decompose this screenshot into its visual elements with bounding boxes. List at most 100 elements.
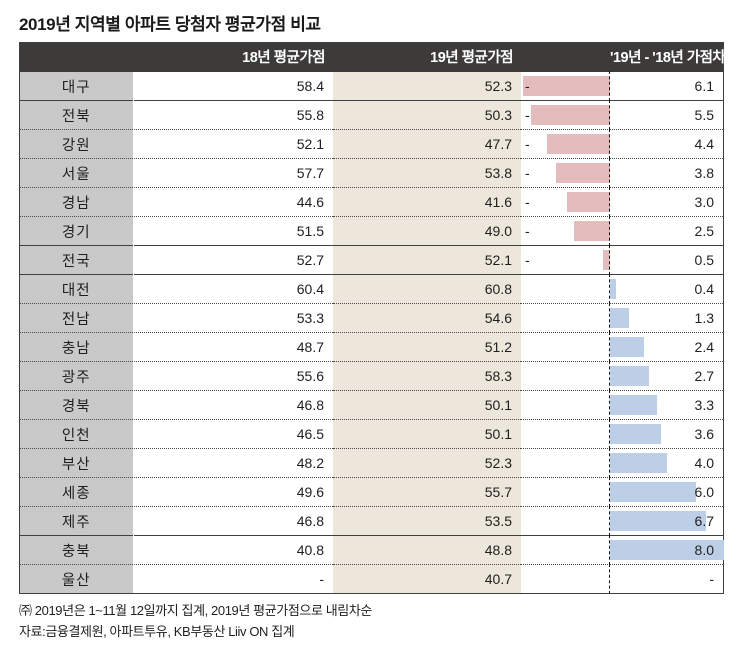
positive-bar: [610, 366, 649, 386]
table-row: 부산 48.2 52.3 4.0: [20, 448, 723, 478]
zero-axis-line: [609, 129, 610, 159]
cell-y19-score: 60.8: [333, 274, 521, 304]
column-header-region: [20, 43, 133, 72]
cell-diff-value: 6.0: [610, 477, 723, 507]
row-region-label: 인천: [20, 419, 134, 449]
cell-diff-value: 2.7: [610, 361, 723, 391]
table-row: 충북 40.8 48.8 8.0: [20, 535, 724, 565]
cell-y18-score: 46.8: [133, 506, 333, 536]
column-header-y19: 19년 평균가점: [333, 43, 521, 72]
negative-bar: [547, 134, 610, 154]
footnote-method: ㈜ 2019년은 1~11월 12일까지 집계, 2019년 평균가점으로 내림…: [19, 603, 372, 618]
zero-axis-line: [609, 216, 610, 246]
positive-bar: [610, 482, 696, 502]
row-region-label: 울산: [20, 564, 134, 593]
cell-y19-score: 52.3: [333, 448, 521, 478]
cell-diff-value: 1.3: [610, 303, 723, 333]
minus-sign-label: -: [525, 136, 530, 152]
cell-diff-bar: -: [521, 187, 610, 217]
positive-bar: [610, 395, 657, 415]
zero-axis-line: [609, 187, 610, 217]
zero-axis-line: [609, 245, 610, 275]
cell-diff-bar: [521, 361, 610, 391]
cell-y19-score: 53.5: [333, 506, 521, 536]
cell-y18-score: 48.7: [133, 332, 333, 362]
minus-sign-label: -: [525, 194, 530, 210]
row-region-label: 충북: [20, 535, 134, 565]
cell-diff-value: 0.5: [610, 245, 723, 275]
zero-axis-line: [609, 303, 610, 333]
table-row: 세종 49.6 55.7 6.0: [20, 477, 723, 507]
negative-bar: [574, 221, 610, 241]
data-table-container: 18년 평균가점 19년 평균가점 '19년 - '18년 가점차 대구 58.4…: [19, 42, 726, 594]
cell-diff-bar: [521, 535, 610, 565]
diff-value-label: 1.3: [694, 310, 714, 326]
zero-axis-line: [609, 477, 610, 507]
column-header-bar: [521, 43, 610, 72]
negative-bar: [531, 105, 610, 125]
diff-value-label: 3.6: [694, 426, 714, 442]
cell-y18-score: 48.2: [133, 448, 333, 478]
cell-diff-bar: [521, 390, 610, 420]
table-row: 광주 55.6 58.3 2.7: [20, 361, 723, 391]
cell-diff-value: 0.4: [610, 274, 723, 304]
zero-axis-line: [609, 158, 610, 188]
row-region-label: 전남: [20, 303, 134, 333]
positive-bar: [610, 308, 629, 328]
row-region-label: 전국: [20, 245, 134, 275]
positive-bar: [610, 337, 644, 357]
cell-y19-score: 52.3: [333, 72, 521, 101]
minus-sign-label: -: [525, 165, 530, 181]
table-row: 경북 46.8 50.1 3.3: [20, 390, 723, 420]
negative-bar: [556, 163, 610, 183]
page-title: 2019년 지역별 아파트 당첨자 평균가점 비교: [19, 15, 321, 34]
cell-y18-score: 53.3: [133, 303, 333, 333]
cell-diff-bar: [521, 303, 610, 333]
cell-diff-value: 2.4: [610, 332, 723, 362]
cell-y19-score: 58.3: [333, 361, 521, 391]
cell-y19-score: 52.1: [333, 245, 521, 275]
cell-y18-score: 52.7: [133, 245, 333, 275]
table-header: 18년 평균가점 19년 평균가점 '19년 - '18년 가점차: [20, 43, 726, 72]
table-row: 대전 60.4 60.8 0.4: [20, 274, 723, 304]
minus-sign-label: -: [525, 78, 530, 94]
zero-axis-line: [609, 419, 610, 449]
cell-y18-score: 52.1: [133, 129, 333, 159]
cell-diff-bar: -: [521, 158, 610, 188]
row-region-label: 제주: [20, 506, 134, 536]
zero-axis-line: [609, 390, 610, 420]
table-row: 울산 -40.7-: [20, 564, 723, 594]
diff-value-label: 6.7: [694, 513, 714, 529]
row-region-label: 세종: [20, 477, 134, 507]
positive-bar: [610, 424, 661, 444]
cell-y18-score: 60.4: [133, 274, 333, 304]
diff-value-label: 0.4: [694, 281, 714, 297]
diff-value-label: 4.0: [694, 455, 714, 471]
cell-y18-score: 55.8: [133, 100, 333, 130]
cell-diff-bar: [521, 564, 610, 594]
cell-diff-bar: [521, 506, 610, 536]
cell-y18-score: 44.6: [133, 187, 333, 217]
cell-y19-score: 50.1: [333, 390, 521, 420]
header-row: 18년 평균가점 19년 평균가점 '19년 - '18년 가점차: [20, 43, 726, 72]
diff-value-label: 2.5: [694, 223, 714, 239]
footnote-source: 자료:금융결제원, 아파트투유, KB부동산 Liiv ON 집계: [19, 624, 295, 640]
zero-axis-line: [609, 448, 610, 478]
cell-y18-score: 40.8: [133, 535, 333, 565]
diff-value-label: -: [709, 571, 714, 587]
cell-y18-score: 49.6: [133, 477, 333, 507]
cell-diff-value: 4.0: [610, 448, 723, 478]
cell-y19-score: 51.2: [333, 332, 521, 362]
table-row: 충남 48.7 51.2 2.4: [20, 332, 723, 362]
footnotes: ㈜ 2019년은 1~11월 12일까지 집계, 2019년 평균가점으로 내림…: [19, 600, 372, 642]
minus-sign-label: -: [525, 252, 530, 268]
cell-diff-bar: [521, 419, 610, 449]
diff-value-label: 3.0: [694, 194, 714, 210]
zero-axis-line: [609, 71, 610, 101]
table-row: 전남 53.3 54.6 1.3: [20, 303, 723, 333]
data-table: 18년 평균가점 19년 평균가점 '19년 - '18년 가점차 대구 58.4…: [20, 43, 726, 594]
cell-diff-bar: -: [521, 216, 610, 246]
negative-bar: [603, 250, 610, 270]
cell-diff-value: 2.5: [610, 216, 723, 246]
